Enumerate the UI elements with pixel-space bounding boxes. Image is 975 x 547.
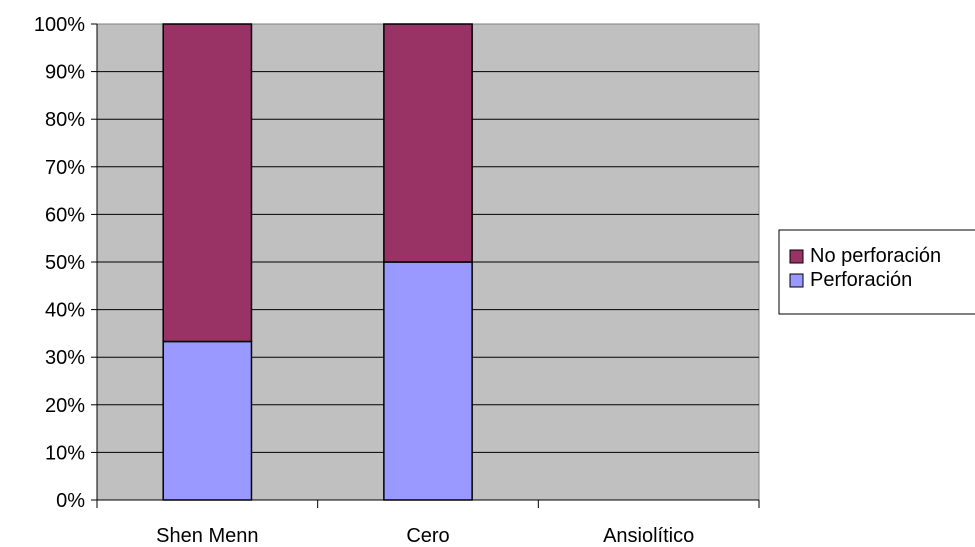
y-tick-label: 80% [45, 109, 85, 131]
y-tick-label: 0% [56, 490, 85, 512]
y-tick-label: 90% [45, 62, 85, 84]
bar-segment-no-perforacion [162, 23, 253, 343]
legend-label: Perforación [810, 269, 912, 291]
axes [91, 23, 760, 508]
bar-segment-perforacion [383, 261, 473, 501]
bar-segment-no-perforacion [383, 23, 473, 263]
y-tick-labels: 0% 10% 20% 30% 40% 50% 60% 70% 80% 90% 100% [34, 14, 85, 512]
y-tick-label: 50% [45, 252, 85, 274]
bars [162, 23, 473, 501]
y-tick-label: 40% [45, 300, 85, 322]
y-tick-label: 30% [45, 347, 85, 369]
y-tick-label: 20% [45, 395, 85, 417]
legend-swatch [789, 273, 804, 288]
legend-swatch [789, 249, 804, 264]
bar-segment-perforacion [162, 340, 253, 501]
y-tick-label: 10% [45, 442, 85, 464]
y-tick-label: 60% [45, 204, 85, 226]
legend-label: No perforación [810, 245, 941, 267]
x-tick-labels: Shen Menn Cero Ansiolítico [156, 525, 694, 547]
y-tick-label: 100% [34, 14, 85, 36]
y-tick-label: 70% [45, 157, 85, 179]
x-tick-label: Ansiolítico [603, 525, 694, 547]
x-tick-label: Cero [406, 525, 449, 547]
legend-box [778, 229, 975, 315]
x-tick-label: Shen Menn [156, 525, 258, 547]
